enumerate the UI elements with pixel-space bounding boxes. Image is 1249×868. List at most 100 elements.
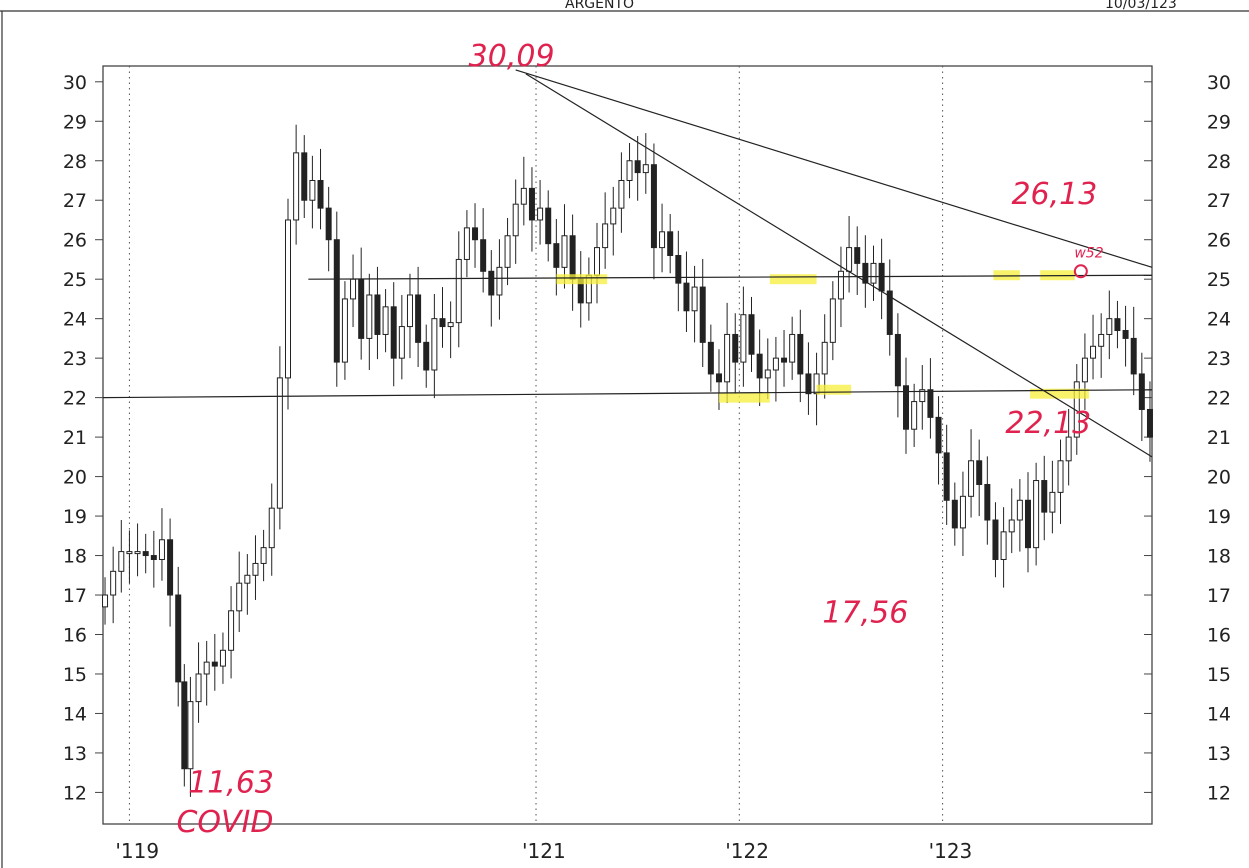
candle-down <box>1041 480 1048 513</box>
candle-up <box>341 298 348 363</box>
candle-up <box>406 294 413 328</box>
yellow-highlight <box>1030 388 1089 399</box>
candle-down <box>142 551 149 557</box>
candle-up <box>919 389 926 403</box>
x-tick-label: '123 <box>929 839 973 863</box>
candle-up <box>968 460 975 497</box>
candle-down <box>976 460 983 485</box>
y-tick-label: 12 <box>1207 782 1231 804</box>
candle-down <box>886 290 893 335</box>
candle-up <box>158 539 165 560</box>
y-tick-label: 13 <box>1207 743 1231 765</box>
candle-down <box>358 278 365 339</box>
candle-up <box>1033 480 1040 549</box>
candle-down <box>480 239 487 272</box>
candle-up <box>447 322 454 328</box>
candle-up <box>496 266 503 296</box>
candle-up <box>463 227 470 260</box>
hand-note: 22,13 <box>1005 406 1091 441</box>
upper-trendline <box>515 69 1153 268</box>
candle-up <box>610 207 617 225</box>
candle-up <box>821 341 828 375</box>
y-tick-label: 15 <box>1207 664 1231 686</box>
candle-up <box>110 570 117 596</box>
y-tick-label: 28 <box>1207 151 1231 173</box>
candle-down <box>943 452 950 501</box>
candle-up <box>691 286 698 312</box>
candle-up <box>268 507 275 549</box>
candle-down <box>333 239 340 363</box>
grid-lines <box>128 66 944 824</box>
candle-up <box>126 551 133 555</box>
candle-down <box>301 152 308 201</box>
hand-note: w52 <box>1074 245 1103 261</box>
lower-trendline <box>525 73 1153 458</box>
candle-down <box>1114 318 1121 332</box>
candle-down <box>797 333 804 375</box>
candle-up <box>431 318 438 371</box>
y-tick-label: 20 <box>1207 467 1231 489</box>
yellow-highlight <box>993 270 1020 281</box>
header-date: 10/03/123 <box>1105 0 1177 12</box>
candle-down <box>675 255 682 284</box>
y-tick-label: 25 <box>63 269 87 291</box>
candle-down <box>854 247 861 264</box>
candle-up <box>724 333 731 383</box>
candle-down <box>650 164 657 249</box>
candle-down <box>805 373 812 395</box>
y-tick-label: 17 <box>1207 585 1231 607</box>
support-highlights <box>556 270 1089 403</box>
plot-frame <box>102 65 1153 825</box>
candle-down <box>707 341 714 375</box>
candle-up <box>228 610 235 651</box>
candle-down <box>211 661 218 667</box>
yellow-highlight <box>718 392 770 403</box>
header-title: ARGENTO <box>565 0 634 12</box>
hand-note: 30,09 <box>469 39 555 74</box>
candle-up <box>602 223 609 249</box>
candle-down <box>927 389 934 418</box>
x-tick-label: '119 <box>115 839 159 863</box>
candle-down <box>715 373 722 383</box>
hand-note: 11,63 <box>188 765 274 800</box>
candle-down <box>569 235 576 280</box>
candle-up <box>837 270 844 300</box>
candle-up <box>350 278 357 300</box>
candle-down <box>903 385 910 430</box>
candle-down <box>181 681 188 770</box>
candle-down <box>1130 337 1137 375</box>
y-tick-label: 27 <box>63 190 87 212</box>
candle-down <box>317 179 324 209</box>
candle-up <box>1098 333 1105 347</box>
candle-up <box>284 219 291 379</box>
candle-up <box>203 661 210 675</box>
hand-note: 17,56 <box>822 596 908 631</box>
y-tick-label: 27 <box>1207 190 1231 212</box>
candle-down <box>781 357 788 363</box>
x-axis: '119 '121 '122 '123 <box>115 839 972 863</box>
candle-up <box>236 582 243 612</box>
circle-mark <box>1073 264 1088 279</box>
y-tick-label: 25 <box>1207 269 1231 291</box>
y-tick-label: 26 <box>1207 230 1231 252</box>
candle-up <box>1057 460 1064 493</box>
y-tick-label: 18 <box>1207 546 1231 568</box>
candle-up <box>642 164 649 174</box>
candle-up <box>846 247 853 272</box>
candle-up <box>959 495 966 529</box>
candle-up <box>1106 318 1113 335</box>
candle-up <box>504 235 511 268</box>
y-tick-label: 16 <box>63 625 87 647</box>
yellow-highlight <box>769 274 817 285</box>
y-tick-label: 15 <box>63 664 87 686</box>
candle-up <box>659 231 666 249</box>
candle-up <box>252 562 259 576</box>
y-tick-label: 12 <box>63 782 87 804</box>
y-tick-label: 14 <box>1207 703 1231 725</box>
candle-down <box>415 294 422 343</box>
y-tick-label: 29 <box>63 111 87 133</box>
candle-up <box>764 369 771 379</box>
y-tick-label: 13 <box>63 743 87 765</box>
candle-up <box>219 649 226 667</box>
